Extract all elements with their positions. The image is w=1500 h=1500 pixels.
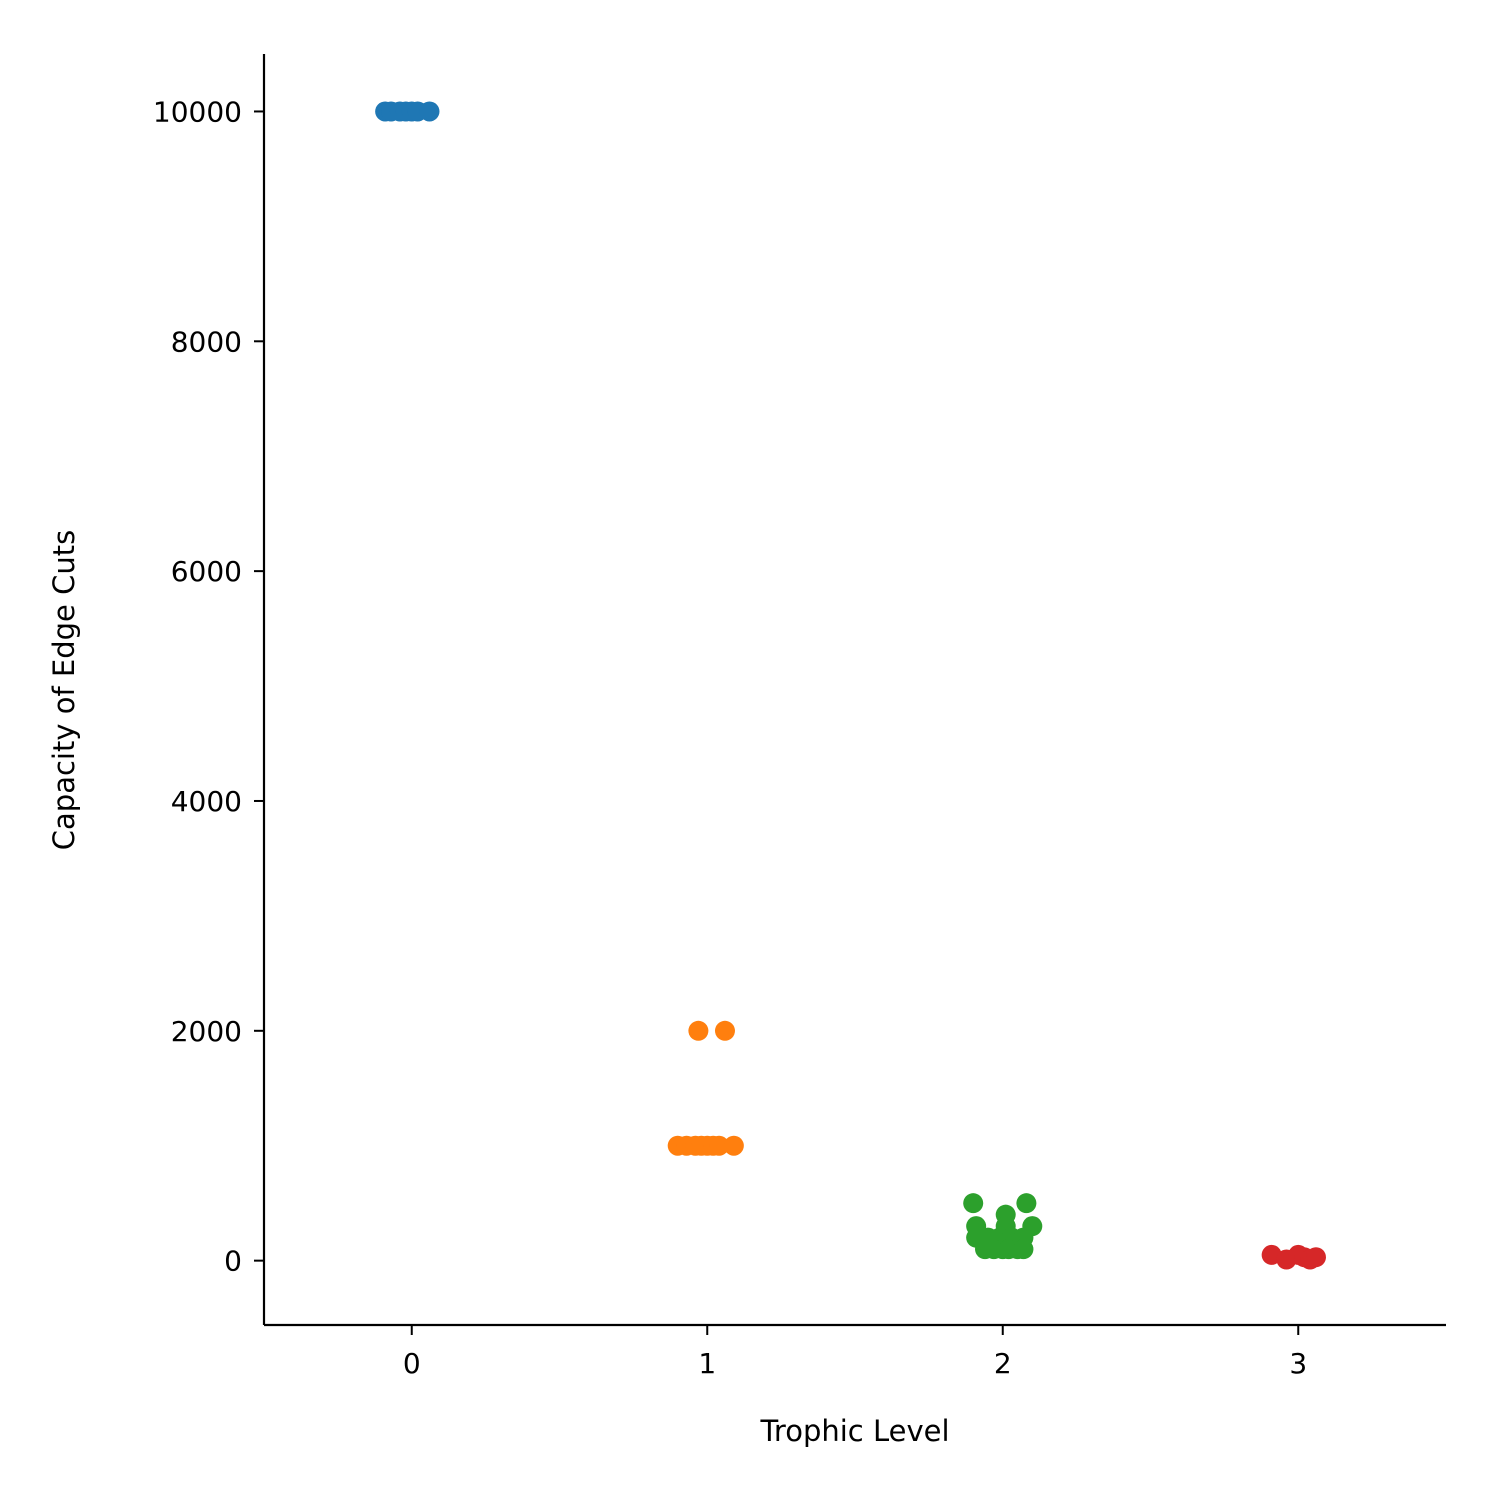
y-tick-label: 6000: [171, 555, 242, 588]
x-tick-label: 1: [698, 1347, 716, 1380]
y-axis-title: Capacity of Edge Cuts: [47, 530, 81, 850]
x-axis-title: Trophic Level: [759, 1414, 949, 1448]
y-tick-label: 4000: [171, 785, 242, 818]
x-tick-label: 2: [994, 1347, 1012, 1380]
y-tick-label: 0: [224, 1245, 242, 1278]
y-tick-label: 10000: [153, 95, 242, 128]
x-tick-label: 0: [403, 1347, 421, 1380]
data-point-level-2: [1013, 1239, 1034, 1260]
data-point-level-1: [714, 1020, 735, 1041]
y-tick-label: 8000: [171, 325, 242, 358]
x-tick-label: 3: [1289, 1347, 1307, 1380]
data-point-level-1: [709, 1135, 730, 1156]
y-tick-label: 2000: [171, 1015, 242, 1048]
points-layer: [375, 101, 1326, 1270]
x-ticks: 0 1 2 3: [403, 1325, 1307, 1380]
data-point-level-2: [1016, 1193, 1037, 1214]
data-point-level-3: [1305, 1247, 1326, 1268]
data-point-level-1: [723, 1135, 744, 1156]
data-point-level-2: [963, 1193, 984, 1214]
y-ticks: 0 2000 4000 6000 8000 10000: [153, 95, 264, 1278]
data-point-level-1: [688, 1020, 709, 1041]
data-point-level-0: [419, 101, 440, 122]
